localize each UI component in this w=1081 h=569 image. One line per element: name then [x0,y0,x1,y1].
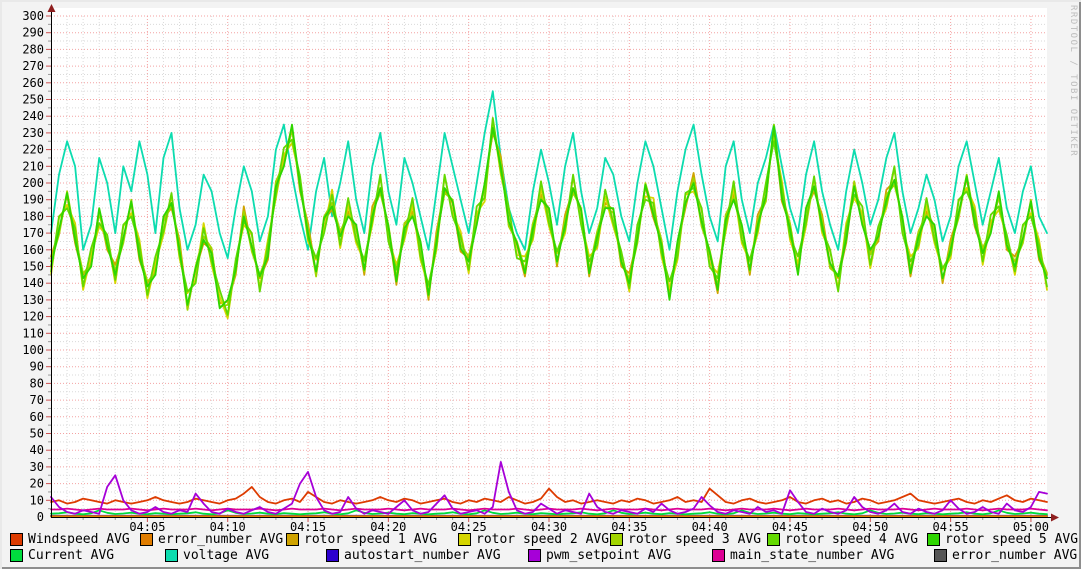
y-tick-label: 180 [22,209,44,223]
legend-swatch-autostart_number [326,548,339,562]
axis-labels: 0 10 20 30 40 50 60 70 80 90 100 110 120 130 140 150 160… [22,9,1049,533]
y-tick-label: 170 [22,226,44,240]
legend-swatch-rotor_speed_5 [927,532,940,546]
y-tick-label: 300 [22,9,44,23]
y-tick-label: 210 [22,159,44,173]
legend-label: rotor speed 4 AVG [785,531,919,547]
x-tick-label: 04:10 [210,520,246,533]
legend-swatch-error_number [140,532,153,546]
series [50,90,1048,518]
x-tick-label: 04:15 [290,520,326,533]
legend-swatch-rotor_speed_2 [458,532,471,546]
legend-item-main_state_number: main_state_number AVG [712,547,895,563]
legend-item-rotor_speed_2: rotor speed 2 AVG [458,531,610,547]
y-tick-label: 20 [30,477,44,491]
y-axis-arrow-icon [47,4,56,12]
legend-item-voltage: voltage AVG [165,547,270,563]
y-tick-label: 110 [22,326,44,340]
legend-label: rotor speed 2 AVG [476,531,610,547]
y-tick-label: 200 [22,176,44,190]
y-tick-label: 30 [30,460,44,474]
y-tick-label: 10 [30,493,44,507]
y-tick-label: 40 [30,443,44,457]
legend-swatch-voltage [165,548,178,562]
y-tick-label: 130 [22,293,44,307]
legend-item-error_number: error_number AVG [140,531,284,547]
y-tick-label: 250 [22,93,44,107]
legend-label: pwm_setpoint AVG [546,547,672,563]
y-tick-label: 150 [22,260,44,274]
legend-label: rotor speed 3 AVG [628,531,762,547]
y-tick-label: 230 [22,126,44,140]
y-tick-label: 50 [30,427,44,441]
y-tick-label: 80 [30,376,44,390]
x-tick-label: 04:45 [772,520,808,533]
y-tick-label: 140 [22,276,44,290]
legend-item-windspeed: Windspeed AVG [10,531,130,547]
legend-label: voltage AVG [183,547,270,563]
x-tick-label: 04:05 [129,520,165,533]
legend-swatch-rotor_speed_3 [610,532,623,546]
series-rotor_speed_4 [50,117,1048,316]
y-tick-label: 270 [22,59,44,73]
y-tick-label: 100 [22,343,44,357]
y-tick-label: 220 [22,143,44,157]
x-tick-label: 04:40 [692,520,728,533]
legend-swatch-rotor_speed_1 [286,532,299,546]
x-tick-label: 04:30 [531,520,567,533]
legend-item-current: Current AVG [10,547,115,563]
y-tick-label: 70 [30,393,44,407]
x-tick-label: 04:20 [370,520,406,533]
legend-swatch-current [10,548,23,562]
legend-item-error_number_dark: error_number AVG [934,547,1078,563]
legend-item-rotor_speed_5: rotor speed 5 AVG [927,531,1079,547]
legend-label: rotor speed 1 AVG [304,531,438,547]
legend-item-rotor_speed_4: rotor speed 4 AVG [767,531,919,547]
legend-label: error_number AVG [952,547,1078,563]
x-tick-label: 05:00 [1013,520,1049,533]
y-tick-label: 240 [22,109,44,123]
x-tick-label: 04:25 [451,520,487,533]
legend-label: rotor speed 5 AVG [945,531,1079,547]
legend-item-pwm_setpoint: pwm_setpoint AVG [528,547,672,563]
y-tick-label: 160 [22,243,44,257]
y-tick-label: 0 [37,510,44,524]
y-tick-label: 290 [22,26,44,40]
y-tick-label: 90 [30,360,44,374]
legend-item-rotor_speed_1: rotor speed 1 AVG [286,531,438,547]
y-tick-label: 60 [30,410,44,424]
legend-item-rotor_speed_3: rotor speed 3 AVG [610,531,762,547]
axes [46,4,1059,522]
legend-label: main_state_number AVG [730,547,895,563]
chart-canvas: 0 10 20 30 40 50 60 70 80 90 100 110 120 130 140 150 160… [22,4,1059,533]
rrdtool-watermark: RRDTOOL / TOBI OETIKER [1068,5,1078,158]
series-voltage [50,90,1048,259]
x-axis-arrow-icon [1051,513,1059,522]
x-tick-label: 04:50 [852,520,888,533]
y-tick-label: 260 [22,76,44,90]
legend-label: error_number AVG [158,531,284,547]
legend-label: autostart_number AVG [344,547,501,563]
x-tick-label: 04:55 [933,520,969,533]
legend-swatch-error_number_dark [934,548,947,562]
legend-label: Windspeed AVG [28,531,130,547]
legend-label: Current AVG [28,547,115,563]
x-tick-label: 04:35 [611,520,647,533]
legend-swatch-rotor_speed_4 [767,532,780,546]
legend-item-autostart_number: autostart_number AVG [326,547,501,563]
y-tick-label: 190 [22,193,44,207]
series-pwm_setpoint [50,461,1048,515]
y-tick-label: 120 [22,310,44,324]
series-rotor_speed_5 [50,123,1048,310]
legend-swatch-windspeed [10,532,23,546]
legend-swatch-pwm_setpoint [528,548,541,562]
legend-swatch-main_state_number [712,548,725,562]
series-windspeed [50,486,1048,505]
y-tick-label: 280 [22,42,44,56]
